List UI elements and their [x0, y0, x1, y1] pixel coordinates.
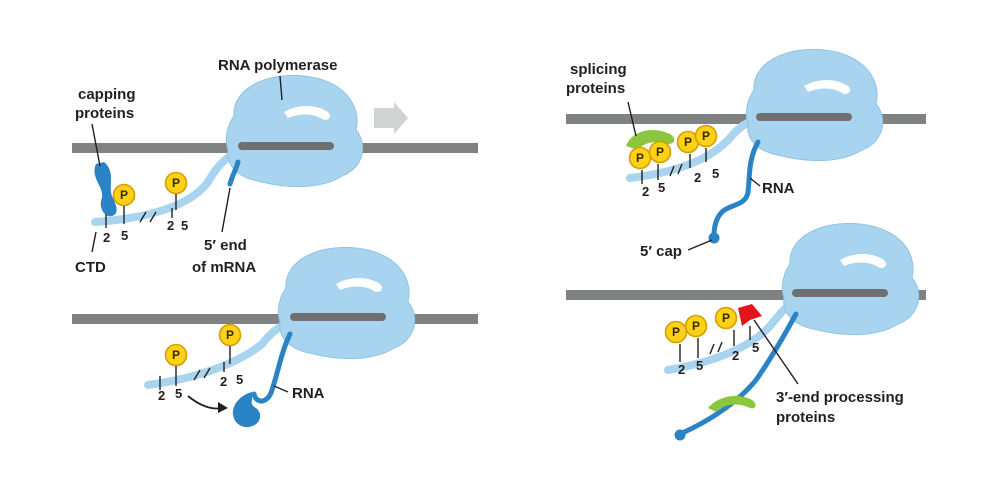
capping-leader	[91, 123, 101, 167]
pos-5b: 5	[752, 340, 759, 355]
dna-strand	[566, 290, 926, 300]
rna-strand	[677, 311, 799, 437]
five-cap-label: 5′ cap	[640, 243, 682, 260]
five-end-label-2: of mRNA	[192, 259, 256, 276]
dna-inside-polymerase	[290, 313, 386, 321]
rna-cap	[232, 392, 261, 428]
svg-text:P: P	[722, 311, 730, 325]
pos-2b: 2	[694, 170, 701, 185]
splicing-proteins-label-1: splicing	[570, 61, 627, 78]
rna-leader	[273, 385, 289, 393]
mrna-5-end	[227, 159, 241, 187]
polymerase-leader	[279, 75, 283, 101]
phosphate-1: P	[628, 146, 652, 170]
pos-5b: 5	[712, 166, 719, 181]
phosphate-2: P	[218, 323, 242, 347]
dna-inside-polymerase	[238, 142, 334, 150]
panel-splicing: P P P P 2 5 2 5 splicing proteins RNA 5′…	[566, 48, 926, 260]
pos-2a: 2	[103, 230, 110, 245]
dna-strand	[72, 314, 478, 324]
direction-arrow	[374, 102, 408, 134]
splicing-proteins-label-2: proteins	[566, 80, 625, 97]
pos-5b: 5	[181, 218, 188, 233]
svg-text:P: P	[702, 129, 710, 143]
rna-strand	[251, 331, 293, 404]
cap-transfer-arrow	[187, 395, 223, 410]
pos-5a: 5	[658, 180, 665, 195]
5end-leader	[221, 187, 231, 233]
rna-label: RNA	[292, 385, 325, 402]
phosphate-3: P	[714, 306, 738, 330]
svg-text:P: P	[684, 135, 692, 149]
capping-proteins-label-2: proteins	[75, 105, 134, 122]
svg-text:P: P	[172, 176, 180, 190]
pos-5b: 5	[236, 372, 243, 387]
panel-3-end-processing: P P P 2 5 2 5 3′-end processing proteins	[566, 222, 926, 441]
five-cap-leader	[687, 239, 713, 251]
rna-polymerase	[781, 222, 920, 336]
pos-2b: 2	[220, 374, 227, 389]
pos-5a: 5	[696, 358, 703, 373]
pos-5a: 5	[175, 386, 182, 401]
phosphate-1: P	[164, 343, 188, 367]
ctd-tail	[91, 148, 242, 226]
ctd-ticks	[159, 346, 231, 390]
rna-leader	[749, 177, 761, 187]
rna-polymerase	[225, 74, 364, 188]
rna-polymerase	[277, 246, 416, 360]
pos-2a: 2	[158, 388, 165, 403]
ctd-label: CTD	[75, 259, 106, 276]
splicing-protein	[626, 130, 675, 150]
splicing-leader	[627, 101, 637, 137]
ctd-leader	[91, 231, 97, 253]
dna-strand	[566, 114, 926, 124]
capping-proteins-label-1: capping	[78, 86, 136, 103]
phosphate-1: P	[664, 320, 688, 344]
svg-text:P: P	[172, 348, 180, 362]
splicing-protein	[708, 395, 756, 412]
phosphate-4: P	[694, 124, 718, 148]
rna-strand	[711, 139, 761, 239]
ctd-ticks	[105, 194, 177, 228]
pos-2b: 2	[167, 218, 174, 233]
rna-label: RNA	[762, 180, 795, 197]
phosphate-2: P	[164, 171, 188, 195]
panel-capping: P P 2 5 2 5 RNA polymerase capping prote…	[72, 57, 478, 276]
dna-inside-polymerase	[792, 289, 888, 297]
svg-text:P: P	[226, 328, 234, 342]
rna-polymerase	[745, 48, 884, 162]
svg-text:P: P	[656, 145, 664, 159]
three-end-label-2: proteins	[776, 409, 835, 426]
pos-2b: 2	[732, 348, 739, 363]
pos-2a: 2	[678, 362, 685, 377]
processing-protein	[738, 304, 762, 326]
rna-polymerase-label: RNA polymerase	[218, 57, 338, 74]
svg-text:P: P	[692, 319, 700, 333]
ctd-tail	[144, 318, 296, 389]
dna-inside-polymerase	[756, 113, 852, 121]
five-end-label-1: 5′ end	[204, 237, 247, 254]
processing-leader	[753, 319, 799, 385]
ctd-tail	[626, 116, 760, 182]
ctd-ticks	[641, 148, 707, 184]
five-cap-dot	[708, 232, 720, 244]
three-end-label-1: 3′-end processing	[776, 389, 904, 406]
pos-2a: 2	[642, 184, 649, 199]
phosphate-2: P	[648, 140, 672, 164]
phosphate-1: P	[112, 183, 136, 207]
capping-protein	[94, 162, 117, 217]
phosphate-3: P	[676, 130, 700, 154]
pos-5a: 5	[121, 228, 128, 243]
svg-text:P: P	[672, 325, 680, 339]
svg-text:P: P	[120, 188, 128, 202]
phosphate-2: P	[684, 314, 708, 338]
svg-text:P: P	[636, 151, 644, 165]
panel-capped-rna: P P 2 5 2 5 RNA	[72, 246, 478, 428]
five-cap-dot	[674, 429, 686, 441]
ctd-ticks	[679, 326, 751, 362]
